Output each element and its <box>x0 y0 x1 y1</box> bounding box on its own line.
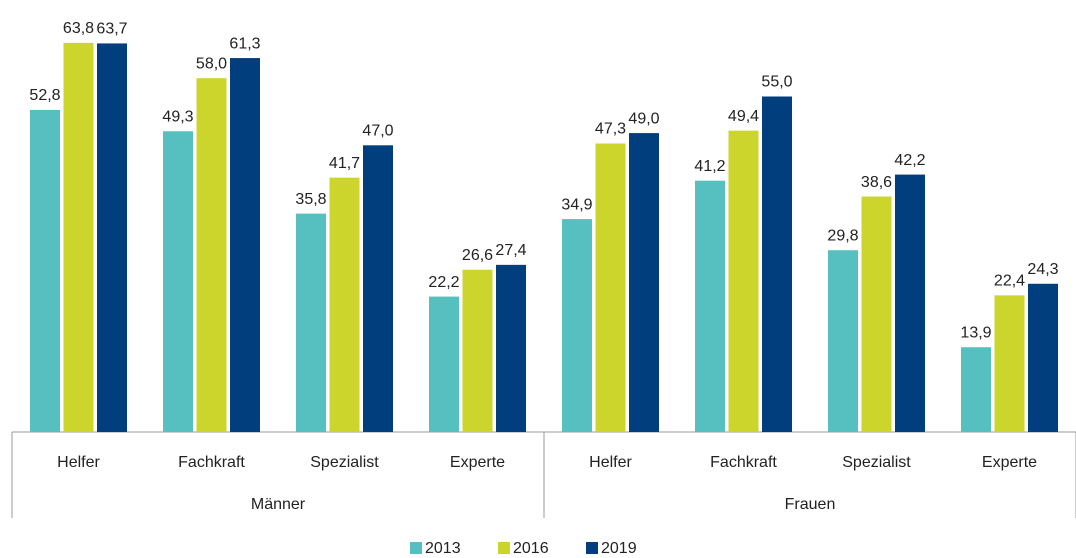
data-label: 47,0 <box>362 123 393 140</box>
x-tick-label: Experte <box>450 454 505 471</box>
bar <box>429 296 459 432</box>
bar <box>861 196 892 432</box>
data-label: 22,4 <box>994 273 1025 290</box>
bar <box>895 174 925 432</box>
data-label: 27,4 <box>495 242 526 259</box>
bar <box>196 78 227 432</box>
legend-label: 2016 <box>513 540 549 557</box>
data-label: 58,0 <box>196 55 227 72</box>
data-label: 24,3 <box>1027 261 1058 278</box>
legend-swatch <box>586 542 598 554</box>
bar <box>1028 283 1058 432</box>
bar <box>695 180 725 432</box>
data-label: 49,3 <box>162 108 193 125</box>
x-tick-label: Fachkraft <box>710 454 777 471</box>
data-label: 42,2 <box>894 152 925 169</box>
data-label: 29,8 <box>827 227 858 244</box>
group-label: Frauen <box>785 496 836 513</box>
bar <box>629 133 659 432</box>
bar <box>961 347 991 432</box>
data-label: 61,3 <box>229 35 260 52</box>
legend-swatch <box>410 542 422 554</box>
data-label: 41,7 <box>329 155 360 172</box>
data-label: 35,8 <box>295 191 326 208</box>
bar <box>728 130 759 432</box>
bar <box>562 219 592 432</box>
data-label: 34,9 <box>561 196 592 213</box>
bar <box>230 58 260 432</box>
bar <box>63 42 94 432</box>
data-label: 22,2 <box>428 274 459 291</box>
data-label: 63,8 <box>63 20 94 37</box>
bar <box>97 43 127 433</box>
bar <box>363 145 393 433</box>
data-label: 26,6 <box>462 247 493 264</box>
bar <box>496 264 526 432</box>
bar <box>595 143 626 432</box>
data-label: 49,4 <box>728 108 759 125</box>
bar <box>163 131 193 432</box>
bar <box>30 109 60 433</box>
data-label: 49,0 <box>628 110 659 127</box>
bar <box>828 250 858 432</box>
data-label: 41,2 <box>694 158 725 175</box>
x-tick-label: Experte <box>982 454 1037 471</box>
group-label: Männer <box>251 496 306 513</box>
bar <box>462 269 493 432</box>
bar <box>296 213 326 432</box>
legend-swatch <box>498 542 510 554</box>
bar <box>329 177 360 432</box>
x-tick-label: Spezialist <box>842 454 911 471</box>
bar <box>762 96 792 432</box>
data-label: 52,8 <box>29 87 60 104</box>
data-label: 63,7 <box>96 21 127 38</box>
data-label: 55,0 <box>761 74 792 91</box>
bar <box>994 295 1025 432</box>
legend-label: 2019 <box>601 540 637 557</box>
legend-label: 2013 <box>425 540 461 557</box>
x-tick-label: Helfer <box>589 454 632 471</box>
data-label: 13,9 <box>960 324 991 341</box>
x-tick-label: Fachkraft <box>178 454 245 471</box>
x-tick-label: Helfer <box>57 454 100 471</box>
data-label: 47,3 <box>595 121 626 138</box>
x-tick-label: Spezialist <box>310 454 379 471</box>
data-label: 38,6 <box>861 174 892 191</box>
